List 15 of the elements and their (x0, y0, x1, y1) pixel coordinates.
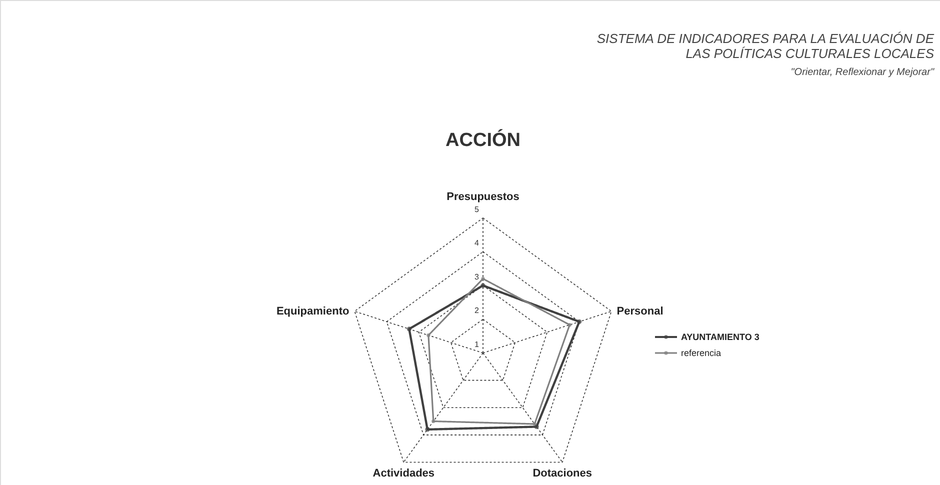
spoke-label: Equipamiento (276, 305, 350, 318)
y-tick-label: 4 (474, 238, 480, 248)
y-tick-label: 3 (474, 272, 480, 282)
spoke-label: Dotaciones (532, 468, 592, 480)
spoke-label: Presupuestos (446, 190, 520, 203)
chart-subtitle: SISTEMA DE INDICADORES PARA LA EVALUACIÓN DE LAS POLÍTICAS CULTURALES LOCALES (596, 31, 934, 61)
legend-label: AYUNTAMIENTO 3 (681, 332, 760, 342)
spoke-label: Actividades (372, 468, 435, 480)
y-tick-label: 1 (474, 340, 480, 349)
y-tick-label: 5 (474, 204, 480, 214)
chart-title: ACCIÓN (446, 129, 520, 151)
text: "Orientar, Reflexionar y Mejorar" (790, 67, 934, 78)
y-tick-label: 2 (474, 306, 480, 316)
spoke-label: Personal (616, 305, 664, 318)
legend-label: referencia (681, 348, 722, 358)
